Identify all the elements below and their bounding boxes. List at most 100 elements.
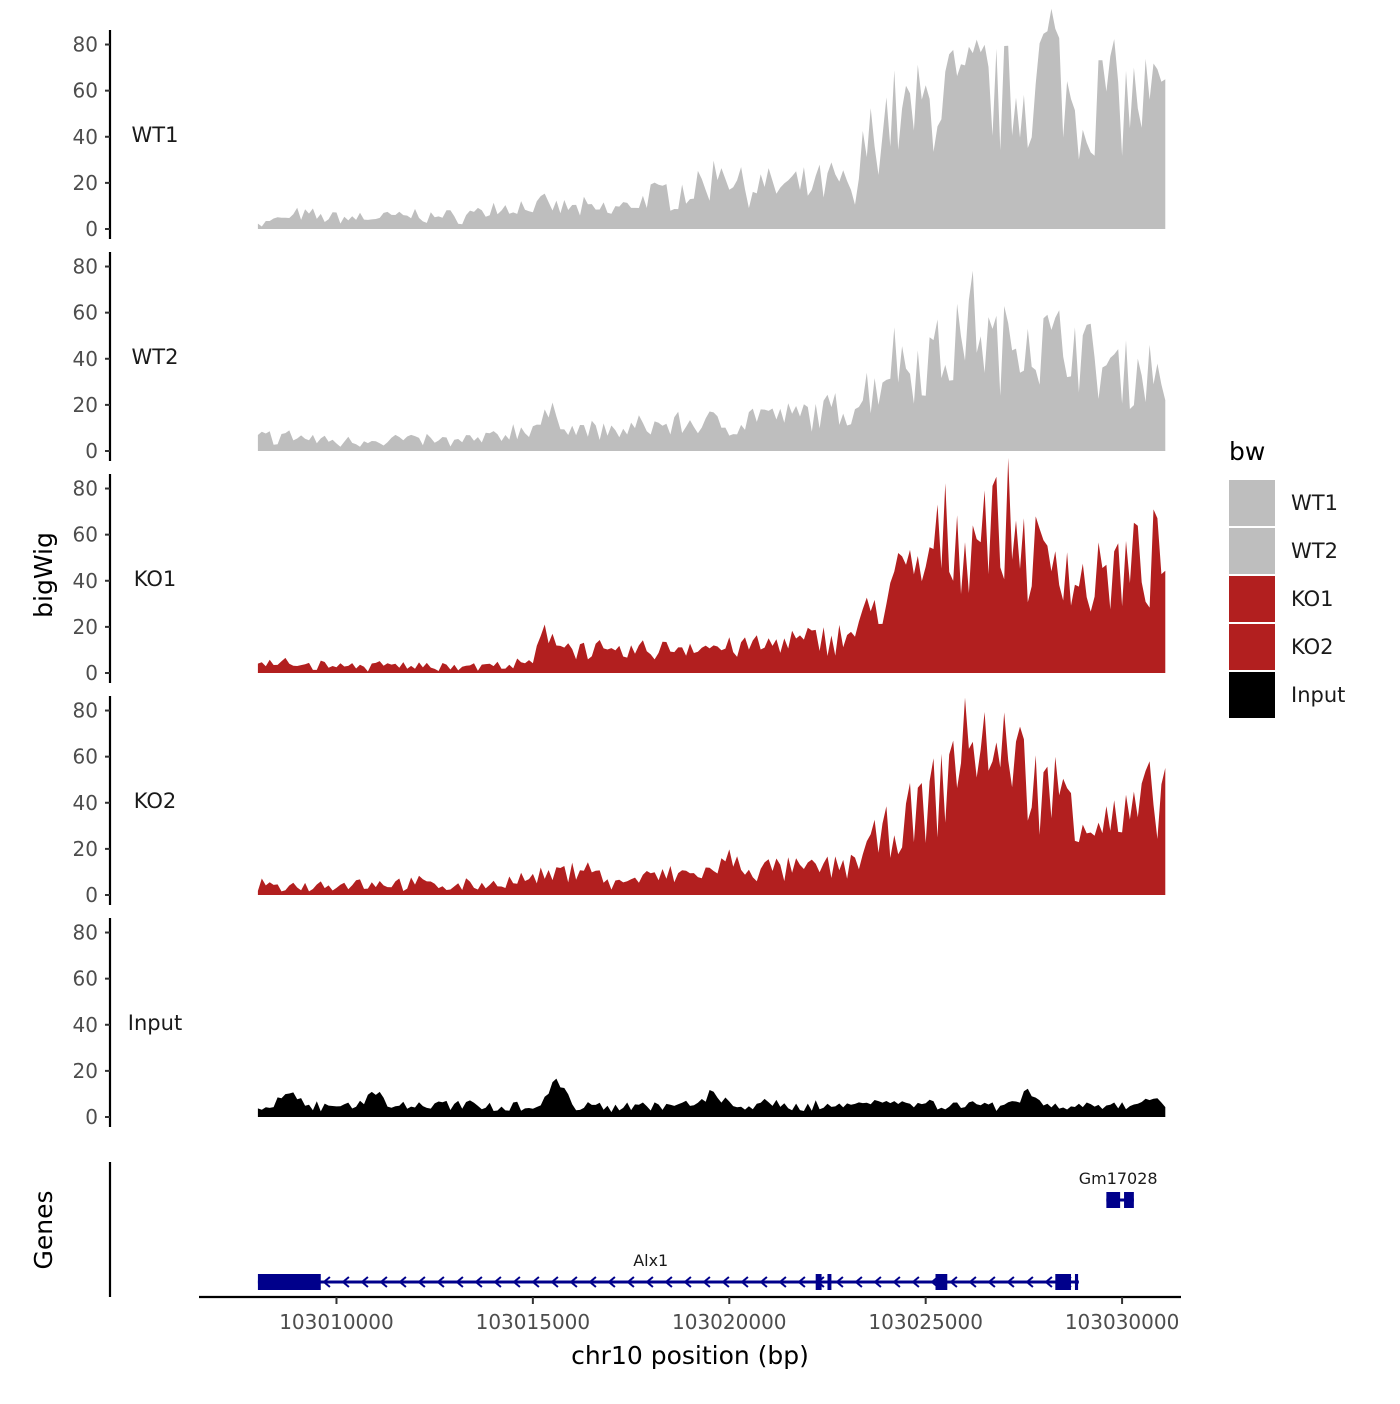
y-tick-label: 40 — [73, 791, 98, 815]
gene-gm17028: Gm17028 — [1079, 1169, 1158, 1208]
y-tick-label: 60 — [73, 745, 98, 769]
y-tick-label: 20 — [73, 615, 98, 639]
strand-arrow — [398, 1276, 407, 1288]
strand-arrow — [322, 1276, 331, 1288]
strand-arrow — [778, 1276, 787, 1288]
exon — [935, 1274, 948, 1290]
track-label: KO2 — [134, 789, 177, 813]
x-tick-label: 103025000 — [868, 1310, 983, 1334]
strand-arrow — [417, 1276, 426, 1288]
y-tick-label: 40 — [73, 569, 98, 593]
coverage-area — [257, 270, 1166, 451]
strand-arrow — [588, 1276, 597, 1288]
legend-swatch — [1229, 672, 1275, 718]
strand-arrow — [436, 1276, 445, 1288]
strand-arrow — [626, 1276, 635, 1288]
coverage-area — [257, 697, 1166, 895]
y-tick-label: 60 — [73, 301, 98, 325]
y-tick-label: 40 — [73, 1013, 98, 1037]
track-wt1: 0 20 40 60 80 WT1 — [73, 8, 1166, 241]
strand-arrow — [360, 1276, 369, 1288]
y-tick-label: 0 — [85, 1105, 98, 1129]
strand-arrow — [607, 1276, 616, 1288]
legend-title: bw — [1229, 437, 1265, 466]
exon — [257, 1274, 321, 1290]
exon — [1124, 1192, 1134, 1208]
strand-arrow — [493, 1276, 502, 1288]
strand-arrow — [740, 1276, 749, 1288]
legend: bw WT1 WT2 KO1 KO2 Input — [1229, 437, 1345, 718]
gene-alx1: Alx1 — [257, 1251, 1079, 1290]
gene-label: Gm17028 — [1079, 1169, 1158, 1188]
strand-arrow — [341, 1276, 350, 1288]
strand-arrow — [968, 1276, 977, 1288]
strand-arrow — [1025, 1276, 1034, 1288]
x-axis-title: chr10 position (bp) — [571, 1341, 809, 1370]
y-tick-label: 20 — [73, 171, 98, 195]
legend-swatch — [1229, 576, 1275, 622]
legend-swatch — [1229, 480, 1275, 526]
y-tick-label: 60 — [73, 967, 98, 991]
coverage-area — [257, 457, 1166, 673]
coverage-area — [257, 1078, 1166, 1117]
legend-swatch — [1229, 624, 1275, 670]
strand-arrow — [455, 1276, 464, 1288]
genes-panel-title: Genes — [29, 1190, 58, 1269]
track-ko1: 0 20 40 60 80 KO1 — [73, 457, 1166, 685]
strand-arrow — [949, 1276, 958, 1288]
exon — [827, 1274, 832, 1290]
coverage-area — [257, 8, 1166, 229]
track-label: WT2 — [132, 345, 179, 369]
strand-arrow — [702, 1276, 711, 1288]
strand-arrow — [835, 1276, 844, 1288]
strand-arrow — [721, 1276, 730, 1288]
y-tick-label: 60 — [73, 523, 98, 547]
exon — [815, 1274, 822, 1290]
track-input: 0 20 40 60 80 Input — [73, 918, 1166, 1129]
y-tick-label: 20 — [73, 393, 98, 417]
gene-label: Alx1 — [633, 1251, 668, 1270]
y-tick-label: 80 — [73, 255, 98, 279]
strand-arrow — [759, 1276, 768, 1288]
y-tick-label: 0 — [85, 439, 98, 463]
strand-arrow — [911, 1276, 920, 1288]
strand-arrow — [797, 1276, 806, 1288]
y-tick-label: 60 — [73, 79, 98, 103]
y-tick-label: 40 — [73, 125, 98, 149]
x-tick-label: 103015000 — [476, 1310, 591, 1334]
strand-arrow — [474, 1276, 483, 1288]
y-tick-label: 20 — [73, 1059, 98, 1083]
y-tick-label: 0 — [85, 883, 98, 907]
strand-arrow — [645, 1276, 654, 1288]
y-tick-label: 0 — [85, 217, 98, 241]
strand-arrow — [550, 1276, 559, 1288]
strand-arrow — [873, 1276, 882, 1288]
track-label: KO1 — [134, 567, 177, 591]
strand-arrow — [512, 1276, 521, 1288]
legend-swatch — [1229, 528, 1275, 574]
legend-label: Input — [1291, 683, 1345, 707]
strand-arrow — [1044, 1276, 1053, 1288]
y-tick-label: 80 — [73, 699, 98, 723]
legend-label: WT1 — [1291, 491, 1338, 515]
legend-label: KO2 — [1291, 635, 1334, 659]
strand-arrow — [683, 1276, 692, 1288]
strand-arrow — [569, 1276, 578, 1288]
y-tick-label: 80 — [73, 921, 98, 945]
legend-label: KO1 — [1291, 587, 1334, 611]
track-label: Input — [128, 1011, 182, 1035]
x-tick-label: 103010000 — [279, 1310, 394, 1334]
strand-arrow — [531, 1276, 540, 1288]
strand-arrow — [664, 1276, 673, 1288]
strand-arrow — [892, 1276, 901, 1288]
y-tick-label: 80 — [73, 477, 98, 501]
strand-arrow — [1006, 1276, 1015, 1288]
y-tick-label: 40 — [73, 347, 98, 371]
exon — [1074, 1274, 1079, 1290]
y-tick-label: 0 — [85, 661, 98, 685]
genes-layer: Alx1 Gm17028 — [108, 1162, 1158, 1297]
y-tick-label: 80 — [73, 33, 98, 57]
tracks-layer: 0 20 40 60 80 WT1 0 20 40 60 80 WT2 0 20 40 60 80 KO1 0 20 4… — [73, 8, 1166, 1129]
strand-arrow — [379, 1276, 388, 1288]
